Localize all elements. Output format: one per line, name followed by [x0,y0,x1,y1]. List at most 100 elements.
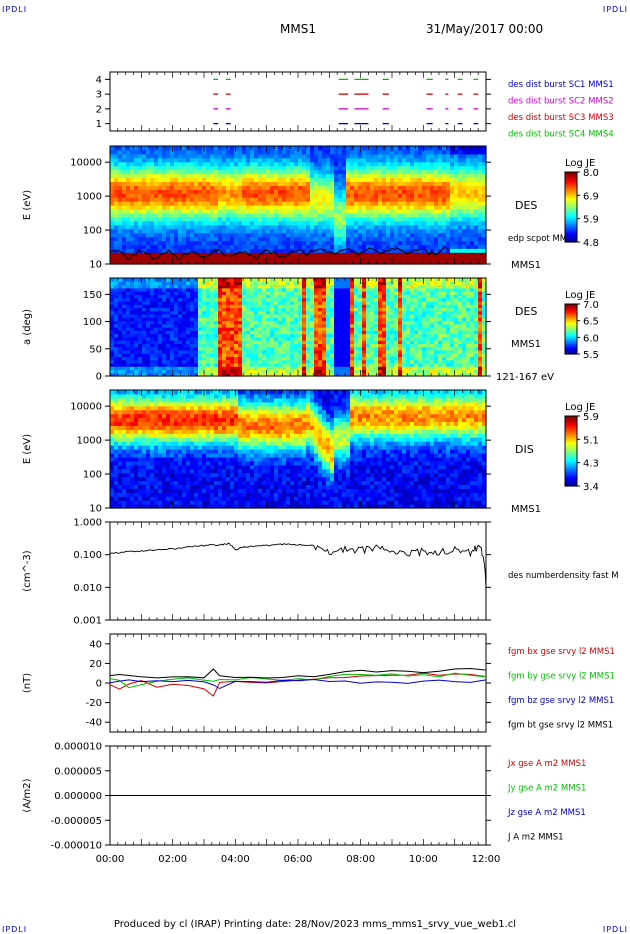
heatmap-cell [262,313,267,318]
heatmap-cell [426,205,431,210]
heatmap-cell [122,323,127,328]
heatmap-cell [414,177,419,182]
heatmap-cell [378,232,383,238]
heatmap-cell [474,228,479,234]
heatmap-cell [110,236,115,241]
heatmap-cell [210,169,215,175]
heatmap-cell [278,165,283,171]
heatmap-cell [194,353,199,357]
heatmap-cell [358,205,363,210]
heatmap-cell [130,356,135,361]
heatmap-cell [198,232,203,238]
heatmap-cell [314,240,319,245]
heatmap-cell [446,244,451,249]
heatmap-cell [222,165,227,171]
heatmap-cell [186,256,191,261]
heatmap-cell [418,208,423,214]
heatmap-cell [234,294,239,299]
heatmap-cell [258,185,263,190]
heatmap-cell [114,224,119,230]
heatmap-cell [110,356,115,361]
heatmap-cell [118,297,123,302]
heatmap-cell [194,307,199,312]
heatmap-cell [338,330,343,335]
heatmap-cell [430,149,435,155]
heatmap-cell [274,248,279,253]
heatmap-cell [294,216,299,222]
heatmap-cell [326,165,331,171]
heatmap-cell [386,173,391,179]
heatmap-cell [266,208,271,214]
heatmap-cell [254,359,259,364]
heatmap-cell [234,327,239,331]
heatmap-cell [474,146,479,151]
heatmap-cell [234,240,239,245]
heatmap-cell [338,201,343,206]
heatmap-cell [282,236,287,241]
heatmap-cell [458,205,463,210]
heatmap-cell [162,340,167,344]
heatmap-cell [326,260,331,265]
heatmap-cell [162,343,167,348]
heatmap-cell [314,193,319,198]
heatmap-cell [282,216,287,222]
heatmap-cell [242,197,247,202]
heatmap-cell [266,313,271,318]
heatmap-cell [170,362,175,367]
heatmap-cell [314,165,319,171]
heatmap-cell [226,248,231,253]
heatmap-cell [138,260,143,265]
heatmap-cell [406,236,411,241]
heatmap-cell [294,205,299,210]
heatmap-cell [206,208,211,214]
heatmap-cell [214,362,219,367]
heatmap-cell [390,252,395,257]
heatmap-cell [178,201,183,206]
heatmap-cell [398,220,403,226]
heatmap-cell [342,146,347,151]
heatmap-cell [178,193,183,198]
heatmap-cell [134,327,139,331]
heatmap-cell [158,248,163,253]
heatmap-cell [206,340,211,344]
heatmap-cell [326,224,331,230]
heatmap-cell [338,177,343,182]
heatmap-cell [130,359,135,364]
heatmap-cell [242,313,247,318]
heatmap-cell [394,232,399,238]
heatmap-cell [442,256,447,261]
heatmap-cell [166,153,171,159]
heatmap-cell [186,327,191,331]
heatmap-cell [442,220,447,226]
heatmap-cell [462,157,467,163]
heatmap-cell [182,304,187,308]
heatmap-cell [350,310,355,315]
heatmap-cell [282,205,287,210]
heatmap-cell [174,336,179,341]
heatmap-cell [398,252,403,257]
heatmap-cell [154,353,159,357]
heatmap-cell [266,260,271,265]
heatmap-cell [122,240,127,245]
heatmap-cell [142,330,147,335]
heatmap-cell [374,173,379,179]
heatmap-cell [254,189,259,194]
heatmap-cell [122,161,127,167]
heatmap-cell [206,333,211,338]
heatmap-cell [354,220,359,226]
heatmap-cell [286,205,291,210]
heatmap-cell [322,157,327,163]
heatmap-cell [154,149,159,155]
heatmap-cell [298,220,303,226]
heatmap-cell [174,260,179,265]
heatmap-cell [242,220,247,226]
heatmap-cell [246,323,251,328]
heatmap-cell [418,236,423,241]
heatmap-cell [250,232,255,238]
heatmap-cell [322,323,327,328]
heatmap-cell [378,212,383,218]
heatmap-cell [118,197,123,202]
heatmap-cell [466,220,471,226]
heatmap-cell [366,228,371,234]
heatmap-cell [290,216,295,222]
